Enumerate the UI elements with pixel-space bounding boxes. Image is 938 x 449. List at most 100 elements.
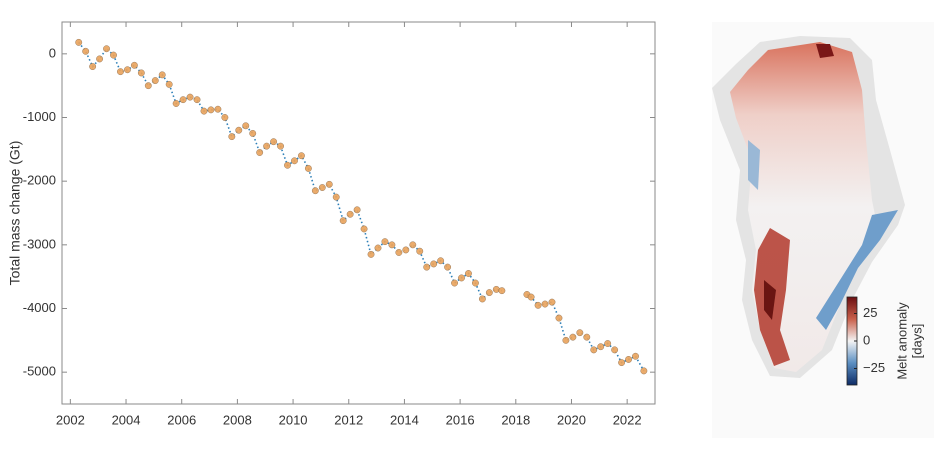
data-point <box>221 114 229 121</box>
data-point <box>632 352 639 360</box>
data-point <box>478 295 486 303</box>
data-point <box>604 340 612 347</box>
data-point <box>458 274 465 282</box>
y-tick-label: -1000 <box>23 109 56 124</box>
data-point <box>110 51 117 59</box>
data-point <box>284 161 291 169</box>
data-point <box>395 249 403 256</box>
data-point <box>618 359 626 367</box>
data-point <box>409 241 417 249</box>
data-point <box>325 180 333 188</box>
x-tick-label: 2020 <box>557 412 586 427</box>
data-point <box>270 138 278 146</box>
x-tick-label: 2018 <box>501 412 530 427</box>
data-point <box>103 45 110 53</box>
data-point <box>437 257 445 265</box>
north-melt-max <box>816 44 834 58</box>
data-point <box>130 61 138 69</box>
data-point <box>492 285 500 293</box>
data-point <box>82 47 90 55</box>
data-point <box>569 333 577 341</box>
data-point <box>200 107 208 115</box>
data-point <box>583 333 591 341</box>
data-point <box>339 217 347 225</box>
data-point <box>172 100 180 107</box>
data-point <box>416 247 424 255</box>
data-point <box>75 38 83 46</box>
data-point <box>423 263 431 271</box>
data-point <box>144 82 152 90</box>
data-point <box>353 206 361 214</box>
colorbar-label: [days] <box>909 324 924 359</box>
data-point <box>318 184 326 191</box>
data-point <box>256 149 264 156</box>
data-point <box>444 263 452 271</box>
series-line <box>78 41 645 372</box>
data-point <box>555 314 563 322</box>
data-point <box>89 63 97 71</box>
data-point <box>228 133 236 141</box>
data-point <box>430 260 438 268</box>
data-point <box>485 289 493 297</box>
data-point <box>590 346 598 354</box>
data-point <box>165 80 173 88</box>
y-tick-label: 0 <box>49 45 56 60</box>
data-point <box>562 336 570 344</box>
data-point <box>471 279 479 287</box>
data-point <box>597 343 605 351</box>
data-point <box>193 96 201 104</box>
data-point <box>576 329 584 337</box>
data-point <box>297 152 305 160</box>
x-tick-label: 2006 <box>167 412 196 427</box>
data-point <box>263 142 271 150</box>
data-point <box>186 93 194 101</box>
data-point <box>625 355 633 363</box>
x-tick-label: 2012 <box>334 412 363 427</box>
colorbar: 25 0 −25 Melt anomaly [days] <box>846 296 924 386</box>
data-point <box>277 142 284 150</box>
data-point <box>451 279 458 287</box>
west-melt-low <box>748 140 760 190</box>
data-point <box>242 122 250 130</box>
data-point <box>498 287 506 295</box>
x-tick-label: 2014 <box>390 412 419 427</box>
x-tick-label: 2016 <box>446 412 475 427</box>
data-point <box>332 193 340 201</box>
plot-frame <box>61 21 656 405</box>
data-point <box>367 250 375 258</box>
data-point <box>388 241 396 249</box>
data-point <box>465 270 472 277</box>
data-point <box>374 244 382 252</box>
data-point <box>96 55 104 63</box>
colorbar-label: Melt anomaly <box>894 302 909 380</box>
data-point <box>402 246 410 254</box>
data-point <box>123 66 131 74</box>
data-point <box>117 68 124 76</box>
x-tick-label: 2010 <box>279 412 308 427</box>
data-point <box>207 106 215 114</box>
x-tick-label: 2004 <box>112 412 141 427</box>
colorbar-tick-label: 0 <box>863 332 870 347</box>
data-point <box>360 225 368 233</box>
y-tick-label: -4000 <box>23 300 56 315</box>
data-point <box>179 96 187 104</box>
data-point <box>611 346 619 354</box>
data-point <box>311 187 319 195</box>
data-point <box>137 69 145 77</box>
data-point <box>541 300 549 308</box>
west-melt-max <box>764 280 776 320</box>
colorbar-tick-label: −25 <box>863 360 885 375</box>
y-tick-label: -5000 <box>23 364 56 379</box>
data-point <box>527 293 535 301</box>
data-point <box>151 77 159 85</box>
data-point <box>214 105 222 113</box>
east-melt-low <box>816 210 898 330</box>
data-point <box>235 126 243 134</box>
x-tick-label: 2008 <box>223 412 252 427</box>
data-point <box>548 298 556 306</box>
data-point <box>381 238 389 246</box>
data-point <box>304 164 312 172</box>
data-point <box>640 367 648 375</box>
